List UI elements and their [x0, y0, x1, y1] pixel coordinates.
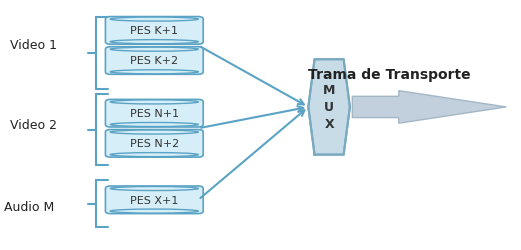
Ellipse shape [110, 18, 199, 22]
Text: Video 2: Video 2 [9, 118, 56, 132]
Ellipse shape [110, 209, 199, 213]
Text: Trama de Transporte: Trama de Transporte [308, 68, 470, 82]
Text: PES K+1: PES K+1 [130, 26, 178, 36]
Ellipse shape [110, 187, 199, 191]
Ellipse shape [110, 48, 199, 52]
Ellipse shape [110, 70, 199, 74]
Text: PES N+1: PES N+1 [130, 109, 179, 119]
FancyBboxPatch shape [105, 130, 203, 158]
FancyBboxPatch shape [105, 186, 203, 214]
Text: M
U
X: M U X [323, 84, 336, 131]
Polygon shape [308, 60, 350, 155]
Text: PES K+2: PES K+2 [130, 56, 178, 66]
FancyBboxPatch shape [105, 48, 203, 75]
Text: PES X+1: PES X+1 [130, 195, 179, 205]
Ellipse shape [110, 153, 199, 157]
Text: Audio M: Audio M [4, 200, 54, 213]
Ellipse shape [110, 100, 199, 104]
Ellipse shape [110, 40, 199, 44]
Text: PES N+2: PES N+2 [130, 139, 179, 149]
FancyBboxPatch shape [105, 100, 203, 128]
FancyBboxPatch shape [105, 18, 203, 45]
Polygon shape [352, 91, 506, 124]
Ellipse shape [110, 123, 199, 127]
Text: Video 1: Video 1 [9, 38, 56, 52]
Ellipse shape [110, 130, 199, 134]
